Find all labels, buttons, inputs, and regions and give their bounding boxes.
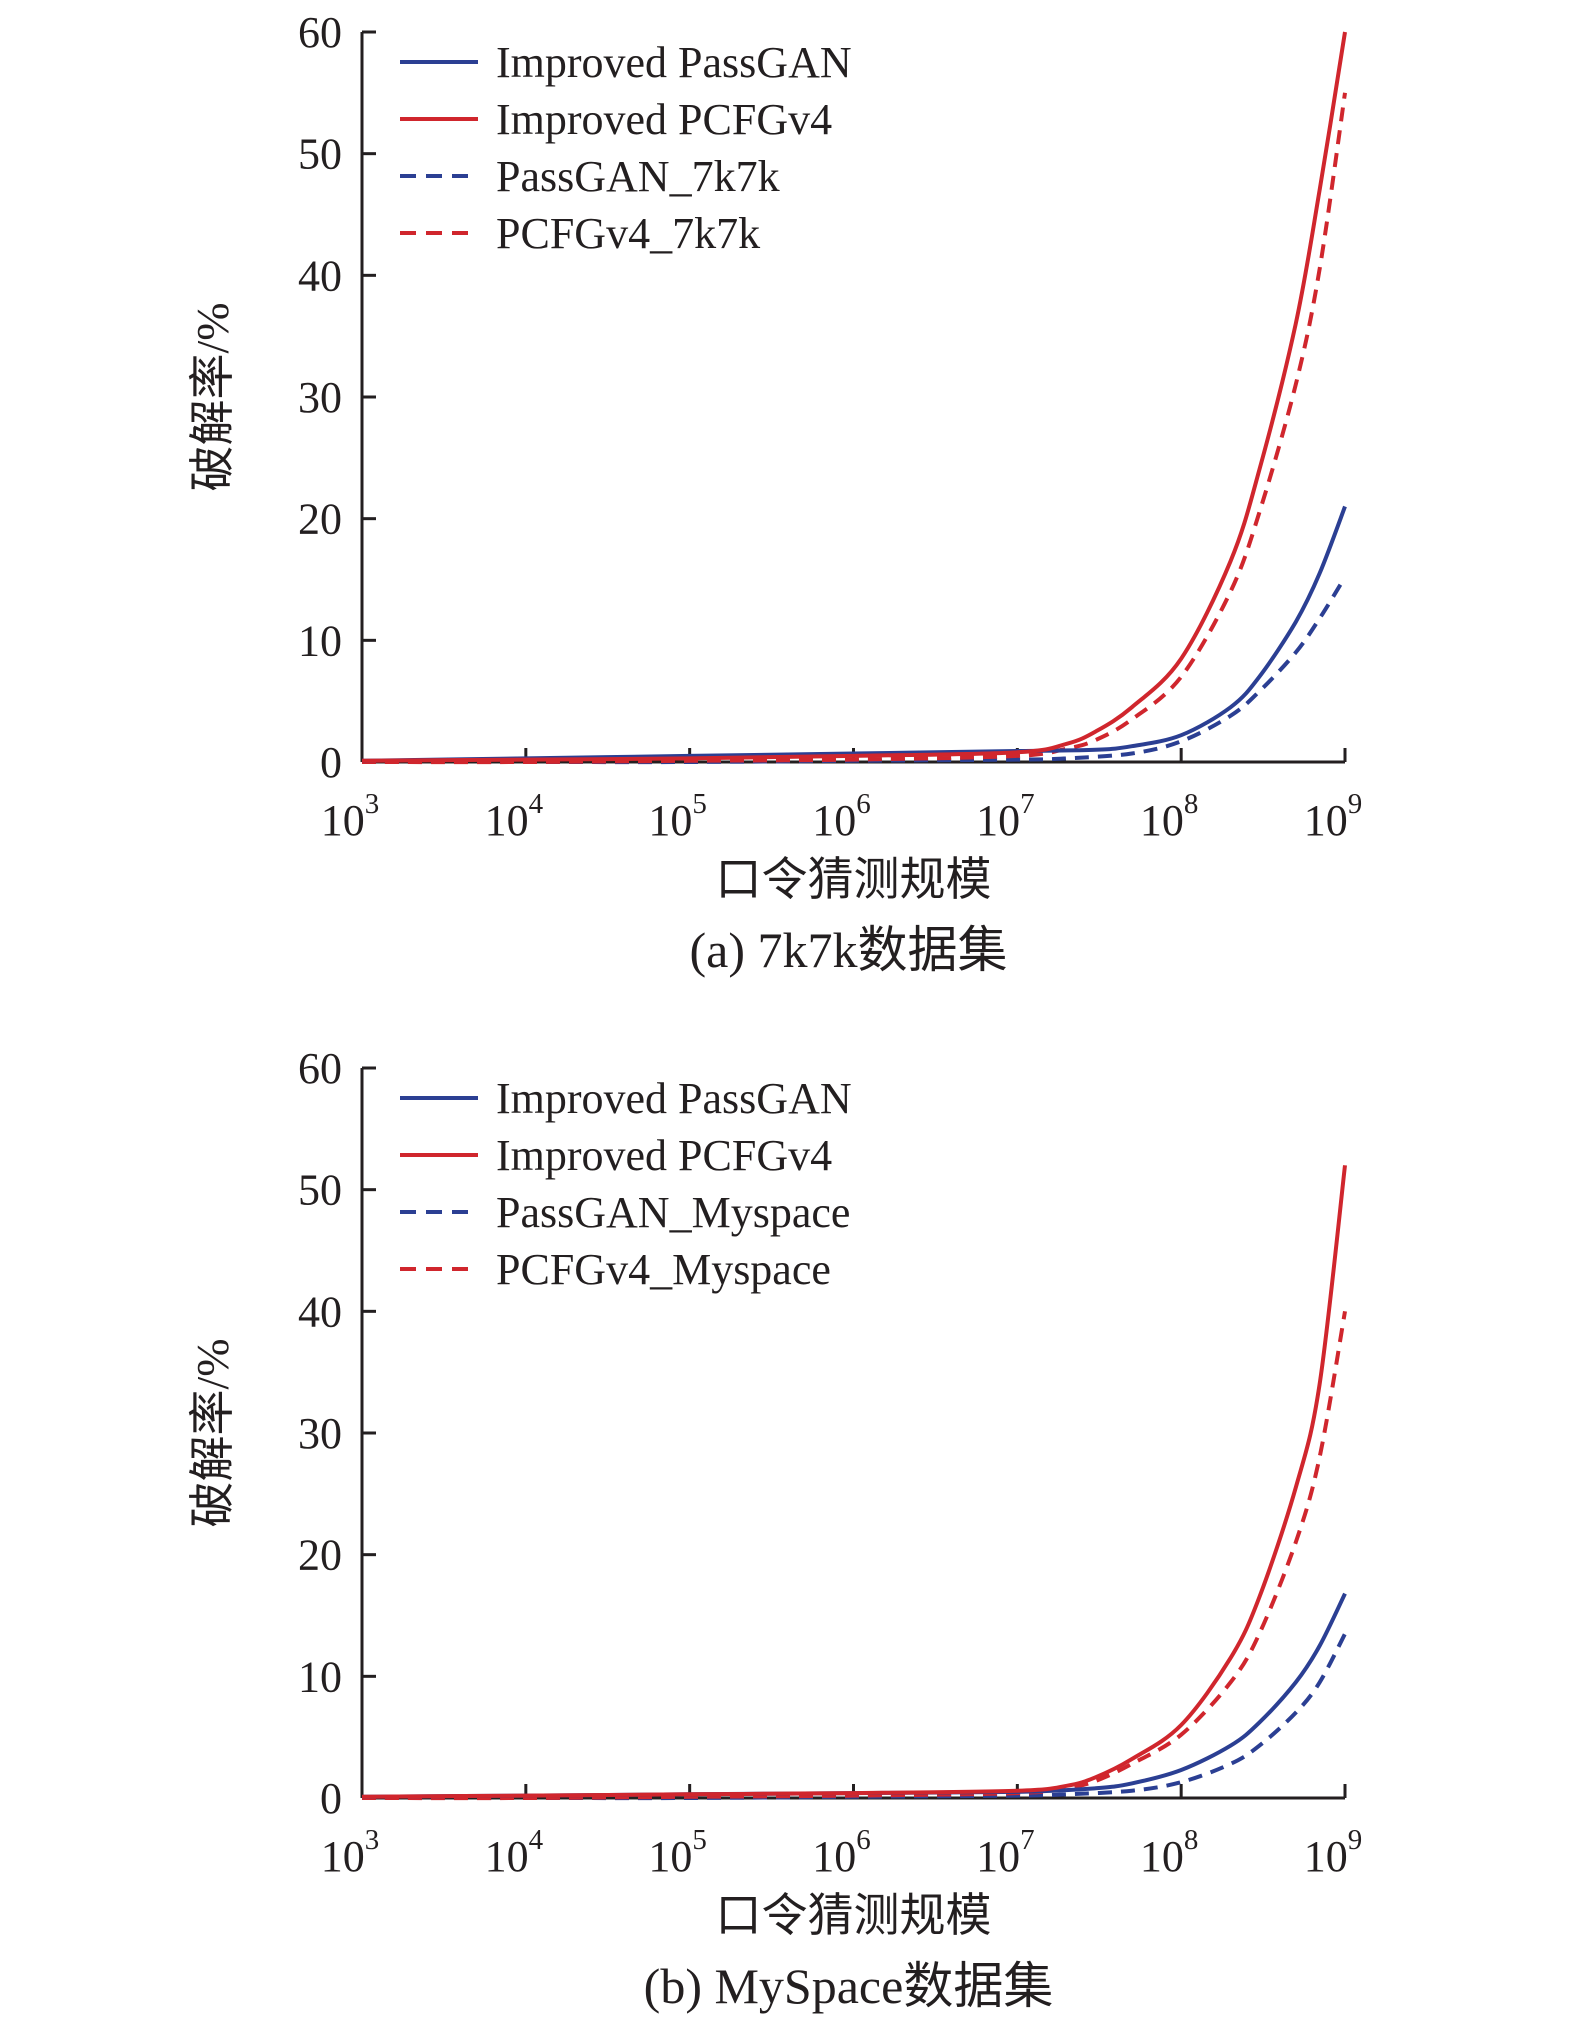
x-tick-exponent: 5 <box>692 788 707 820</box>
x-tick-exponent: 7 <box>1020 1824 1034 1856</box>
legend-label: PCFGv4_Myspace <box>496 1245 831 1294</box>
x-tick-exponent: 9 <box>1348 788 1363 820</box>
y-tick-label: 10 <box>298 616 342 665</box>
y-tick-label: 30 <box>298 373 342 422</box>
legend-label: PassGAN_7k7k <box>496 152 780 201</box>
x-tick-label: 106 <box>812 1824 871 1881</box>
x-tick-base: 10 <box>1304 1832 1348 1881</box>
y-tick-label: 60 <box>298 1044 342 1093</box>
x-tick-exponent: 6 <box>856 788 871 820</box>
x-tick-label: 104 <box>485 788 544 845</box>
x-tick-exponent: 4 <box>529 788 544 820</box>
x-tick-exponent: 3 <box>365 788 380 820</box>
legend-label: Improved PassGAN <box>496 38 852 87</box>
x-tick-exponent: 8 <box>1184 788 1199 820</box>
chart-caption: (b) MySpace数据集 <box>644 1958 1054 2014</box>
x-tick-base: 10 <box>976 1832 1020 1881</box>
x-tick-exponent: 4 <box>529 1824 544 1856</box>
x-tick-exponent: 8 <box>1184 1824 1199 1856</box>
y-tick-label: 10 <box>298 1652 342 1701</box>
series-line-passgan-myspace <box>362 1632 1347 1801</box>
legend-label: PassGAN_Myspace <box>496 1188 850 1237</box>
y-tick-label: 30 <box>298 1409 342 1458</box>
y-tick-label: 60 <box>298 8 342 57</box>
series-line-pcfgv4-myspace <box>361 1310 1347 1801</box>
y-tick-label: 0 <box>320 738 342 787</box>
y-axis-title: 破解率/% <box>187 1338 238 1527</box>
x-tick-label: 106 <box>812 788 871 845</box>
x-tick-label: 103 <box>321 788 380 845</box>
x-tick-label: 105 <box>648 788 707 845</box>
x-tick-base: 10 <box>485 796 529 845</box>
x-tick-label: 108 <box>1140 788 1199 845</box>
x-tick-base: 10 <box>1140 1832 1184 1881</box>
legend-label: Improved PCFGv4 <box>496 1131 832 1180</box>
x-tick-label: 107 <box>976 788 1034 845</box>
series-line-improved-passgan <box>361 505 1347 763</box>
y-tick-label: 20 <box>298 495 342 544</box>
x-tick-base: 10 <box>1304 796 1348 845</box>
x-axis-title: 口令猜测规模 <box>716 854 992 905</box>
y-tick-label: 50 <box>298 1166 342 1215</box>
y-tick-label: 50 <box>298 130 342 179</box>
x-tick-label: 104 <box>485 1824 544 1881</box>
x-tick-label: 105 <box>648 1824 707 1881</box>
y-tick-label: 40 <box>298 1287 342 1336</box>
x-tick-exponent: 5 <box>692 1824 707 1856</box>
x-tick-exponent: 6 <box>856 1824 871 1856</box>
series-line-improved-passgan <box>361 1592 1347 1799</box>
legend-label: Improved PassGAN <box>496 1074 852 1123</box>
x-tick-label: 109 <box>1304 1824 1363 1881</box>
legend-label: PCFGv4_7k7k <box>496 209 760 258</box>
legend: Improved PassGAN Improved PCFGv4 PassGAN_7… <box>400 38 852 258</box>
legend: Improved PassGAN Improved PCFGv4 PassGAN_M… <box>400 1074 852 1294</box>
x-tick-base: 10 <box>812 796 856 845</box>
series-line-improved-pcfgv4 <box>361 31 1347 763</box>
series-line-improved-pcfgv4 <box>361 1165 1347 1799</box>
y-tick-label: 0 <box>320 1774 342 1823</box>
x-tick-exponent: 3 <box>365 1824 380 1856</box>
y-tick-label: 20 <box>298 1531 342 1580</box>
y-tick-label: 40 <box>298 251 342 300</box>
x-tick-base: 10 <box>812 1832 856 1881</box>
series-line-pcfgv4-7k7k <box>361 92 1347 765</box>
x-axis-title: 口令猜测规模 <box>716 1890 992 1941</box>
x-tick-label: 109 <box>1304 788 1363 845</box>
series-line-passgan-7k7k <box>362 576 1347 765</box>
x-tick-base: 10 <box>1140 796 1184 845</box>
x-tick-base: 10 <box>976 796 1020 845</box>
x-tick-base: 10 <box>485 1832 529 1881</box>
x-tick-base: 10 <box>321 1832 365 1881</box>
x-tick-label: 108 <box>1140 1824 1199 1881</box>
x-tick-base: 10 <box>648 796 692 845</box>
x-tick-base: 10 <box>648 1832 692 1881</box>
y-axis-title: 破解率/% <box>187 302 238 491</box>
x-tick-exponent: 7 <box>1020 788 1034 820</box>
chart-caption: (a) 7k7k数据集 <box>690 922 1008 978</box>
x-tick-base: 10 <box>321 796 365 845</box>
legend-label: Improved PCFGv4 <box>496 95 832 144</box>
x-tick-exponent: 9 <box>1348 1824 1363 1856</box>
x-tick-label: 107 <box>976 1824 1034 1881</box>
x-tick-label: 103 <box>321 1824 380 1881</box>
